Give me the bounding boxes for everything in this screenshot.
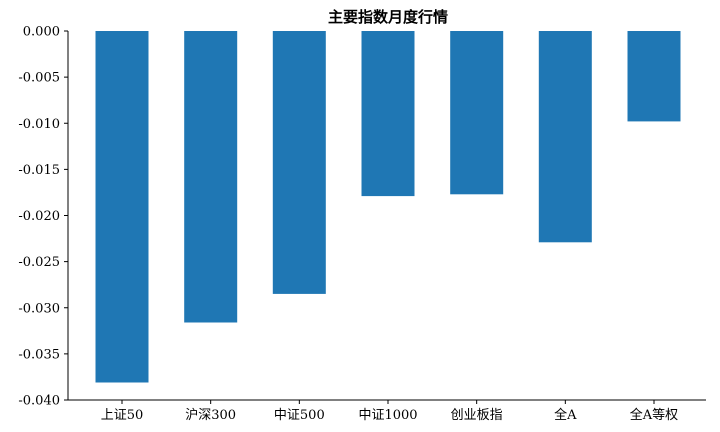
bar-3 (272, 31, 326, 294)
x-tick-label: 上证50 (101, 408, 144, 423)
chart-title: 主要指数月度行情 (328, 8, 448, 26)
bar-2 (184, 31, 238, 323)
bars-group (95, 31, 681, 383)
x-tick-label: 全A等权 (630, 407, 678, 423)
y-tick-label: -0.035 (18, 347, 60, 362)
x-tick-label: 沪深300 (185, 407, 236, 423)
y-tick-label: -0.040 (18, 394, 60, 409)
bar-7 (627, 31, 681, 122)
y-tick-label: -0.020 (18, 209, 60, 224)
bar-1 (95, 31, 149, 383)
y-tick-label: -0.005 (18, 71, 60, 86)
y-axis: 0.000 -0.005 -0.010 -0.015 -0.020 -0.025 -0.03… (18, 25, 69, 409)
y-tick-label: 0.000 (23, 25, 60, 40)
bar-5 (450, 31, 504, 195)
y-tick-label: -0.010 (18, 117, 60, 132)
y-tick-label: -0.030 (18, 301, 60, 316)
x-tick-label: 创业板指 (451, 408, 503, 423)
y-tick-label: -0.025 (18, 255, 60, 270)
bar-6 (538, 31, 592, 243)
x-tick-label: 中证500 (274, 408, 325, 423)
bar-4 (361, 31, 415, 197)
x-tick-label: 中证1000 (358, 408, 417, 423)
x-tick-label: 全A (554, 407, 577, 423)
y-tick-label: -0.015 (18, 163, 60, 178)
x-axis: 上证50 沪深300 中证500 中证1000 创业板指 全A 全A等权 (68, 399, 706, 423)
